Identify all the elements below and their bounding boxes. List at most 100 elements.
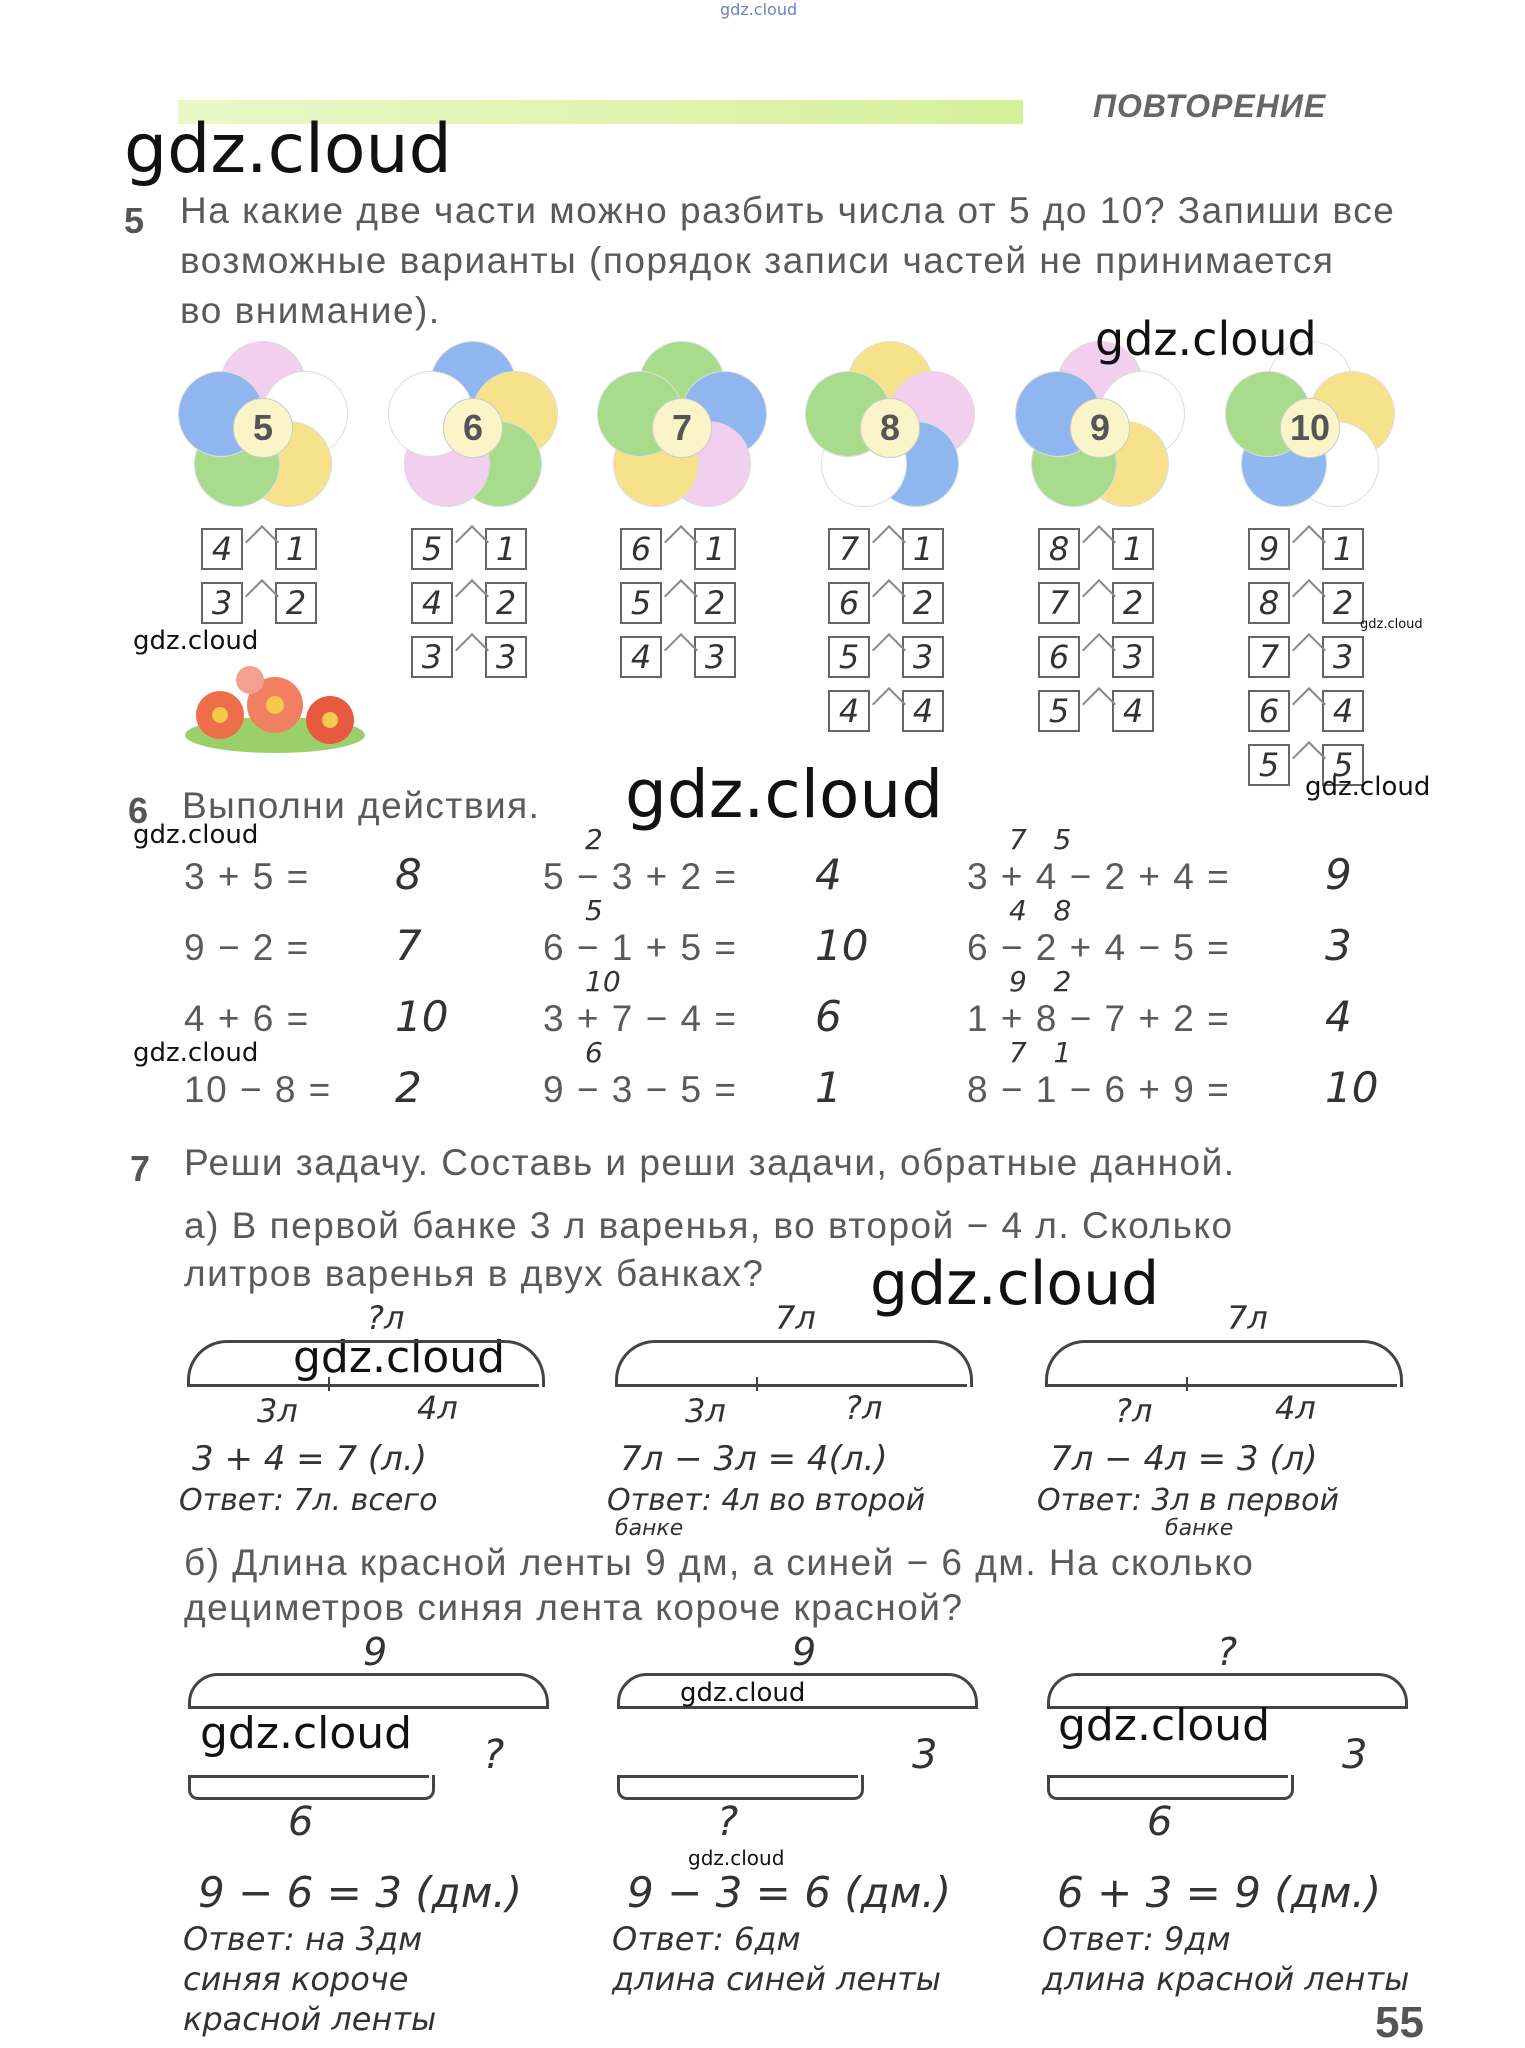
split-roof: [664, 525, 698, 559]
answer-box: 4: [411, 582, 453, 624]
watermark: gdz.cloud: [1058, 1700, 1271, 1751]
total-label: 7л: [775, 1299, 816, 1337]
answer-box: 2: [485, 582, 527, 624]
answer-box: 6: [1248, 690, 1290, 732]
answer-cont: банке: [1165, 1516, 1234, 1541]
answer-line: Ответ: 9дм: [1042, 1920, 1231, 1958]
handwritten-answer: 3: [1325, 921, 1352, 970]
answer-box: 1: [485, 528, 527, 570]
split-roof: [664, 579, 698, 613]
watermark-top: gdz.cloud: [720, 0, 798, 19]
handwritten-answer: 10: [1325, 1063, 1379, 1112]
answer-box: 5: [1038, 690, 1080, 732]
answer-box: 7: [1038, 582, 1080, 624]
task-number: 7: [130, 1148, 151, 1189]
handwritten-intermediate: 5: [585, 894, 603, 927]
equation-expression: 9 − 3 − 5 =: [543, 1069, 738, 1110]
segment-line: [1045, 1384, 1397, 1387]
segment-arc: [1045, 1340, 1403, 1387]
split-roof: [455, 525, 489, 559]
answer-box: 3: [201, 582, 243, 624]
answer-box: 1: [694, 528, 736, 570]
handwritten-answer: 10: [395, 992, 449, 1041]
equation-expression: 10 − 8 =: [184, 1069, 332, 1110]
solution: 7л − 3л = 4(л.): [620, 1439, 888, 1479]
task-number: 5: [124, 200, 145, 241]
watermark: gdz.cloud: [1360, 617, 1423, 632]
blue-ribbon-bar: [188, 1775, 436, 1800]
answer-box: 8: [1038, 528, 1080, 570]
blue-ribbon-bar: [617, 1775, 865, 1800]
left-part-label: 3л: [257, 1392, 298, 1430]
difference-label: 3: [912, 1732, 938, 1778]
split-roof: [872, 687, 906, 721]
segment-line: [187, 1384, 539, 1387]
flower-center-number: 9: [1070, 398, 1130, 458]
handwritten-answer: 6: [815, 992, 842, 1041]
split-roof: [664, 633, 698, 667]
handwritten-answer: 7: [395, 921, 422, 970]
equation-expression: 1 + 8 − 7 + 2 =: [967, 998, 1231, 1039]
right-part-label: 4л: [1275, 1389, 1316, 1427]
task-text-line: а) В первой банке 3 л варенья, во второй…: [184, 1205, 1234, 1246]
answer-box: 5: [620, 582, 662, 624]
watermark: gdz.cloud: [680, 1678, 806, 1708]
handwritten-answer: 4: [1325, 992, 1352, 1041]
left-part-label: ?л: [1115, 1392, 1153, 1430]
equation-expression: 4 + 6 =: [184, 998, 310, 1039]
bottom-label: ?: [717, 1799, 739, 1845]
solution: 9 − 6 = 3 (дм.): [198, 1868, 523, 1917]
header-green-bar: [178, 100, 1023, 124]
blue-ribbon-top: [1047, 1775, 1289, 1778]
watermark: gdz.cloud: [688, 1846, 785, 1870]
task-text-line: б) Длина красной ленты 9 дм, а синей − 6…: [184, 1542, 1255, 1583]
equation-expression: 9 − 2 =: [184, 927, 310, 968]
watermark: gdz.cloud: [1305, 772, 1431, 802]
answer-box: 4: [1322, 690, 1364, 732]
flower-center-number: 5: [233, 398, 293, 458]
handwritten-intermediate: 7 5: [1009, 823, 1072, 856]
answer-box: 5: [1248, 744, 1290, 786]
answer-box: 4: [1112, 690, 1154, 732]
segment-tick: [327, 1377, 330, 1391]
split-roof: [1292, 525, 1326, 559]
answer-box: 3: [485, 636, 527, 678]
answer-line: Ответ: на 3дм: [183, 1920, 423, 1958]
answer-box: 5: [1322, 744, 1364, 786]
answer-line: длина синей ленты: [612, 1960, 942, 1998]
equation-expression: 3 + 7 − 4 =: [543, 998, 738, 1039]
segment-arc: [187, 1340, 545, 1387]
section-title: ПОВТОРЕНИЕ: [1093, 88, 1327, 124]
answer-line: Ответ: 6дм: [612, 1920, 801, 1958]
task-number: 6: [128, 790, 149, 831]
answer: Ответ: 3л в первой: [1037, 1483, 1340, 1518]
difference-label: 3: [1342, 1732, 1368, 1778]
task-text-line: литров варенья в двух банках?: [184, 1253, 765, 1294]
answer-line: длина красной ленты: [1042, 1960, 1410, 1998]
answer-box: 7: [828, 528, 870, 570]
left-part-label: 3л: [685, 1392, 726, 1430]
answer-line: красной ленты: [183, 2000, 437, 2038]
answer-box: 6: [828, 582, 870, 624]
bottom-label: 6: [1147, 1799, 1173, 1845]
page-number: 55: [1375, 1998, 1424, 2047]
segment-tick: [755, 1377, 758, 1391]
right-part-label: 4л: [417, 1389, 458, 1427]
segment-line: [615, 1384, 967, 1387]
red-ribbon-bar: [188, 1673, 549, 1709]
answer-box: 7: [1248, 636, 1290, 678]
equation-expression: 3 + 5 =: [184, 856, 310, 897]
answer-line: синяя короче: [183, 1960, 409, 1998]
answer-box: 6: [620, 528, 662, 570]
split-roof: [1082, 687, 1116, 721]
total-label: ?л: [367, 1299, 405, 1337]
split-roof: [872, 525, 906, 559]
answer-box: 2: [1322, 582, 1364, 624]
answer-box: 3: [902, 636, 944, 678]
handwritten-answer: 1: [815, 1063, 842, 1112]
split-roof: [245, 525, 279, 559]
answer-box: 3: [1112, 636, 1154, 678]
watermark: gdz.cloud: [133, 820, 259, 850]
answer-box: 5: [828, 636, 870, 678]
split-roof: [872, 579, 906, 613]
